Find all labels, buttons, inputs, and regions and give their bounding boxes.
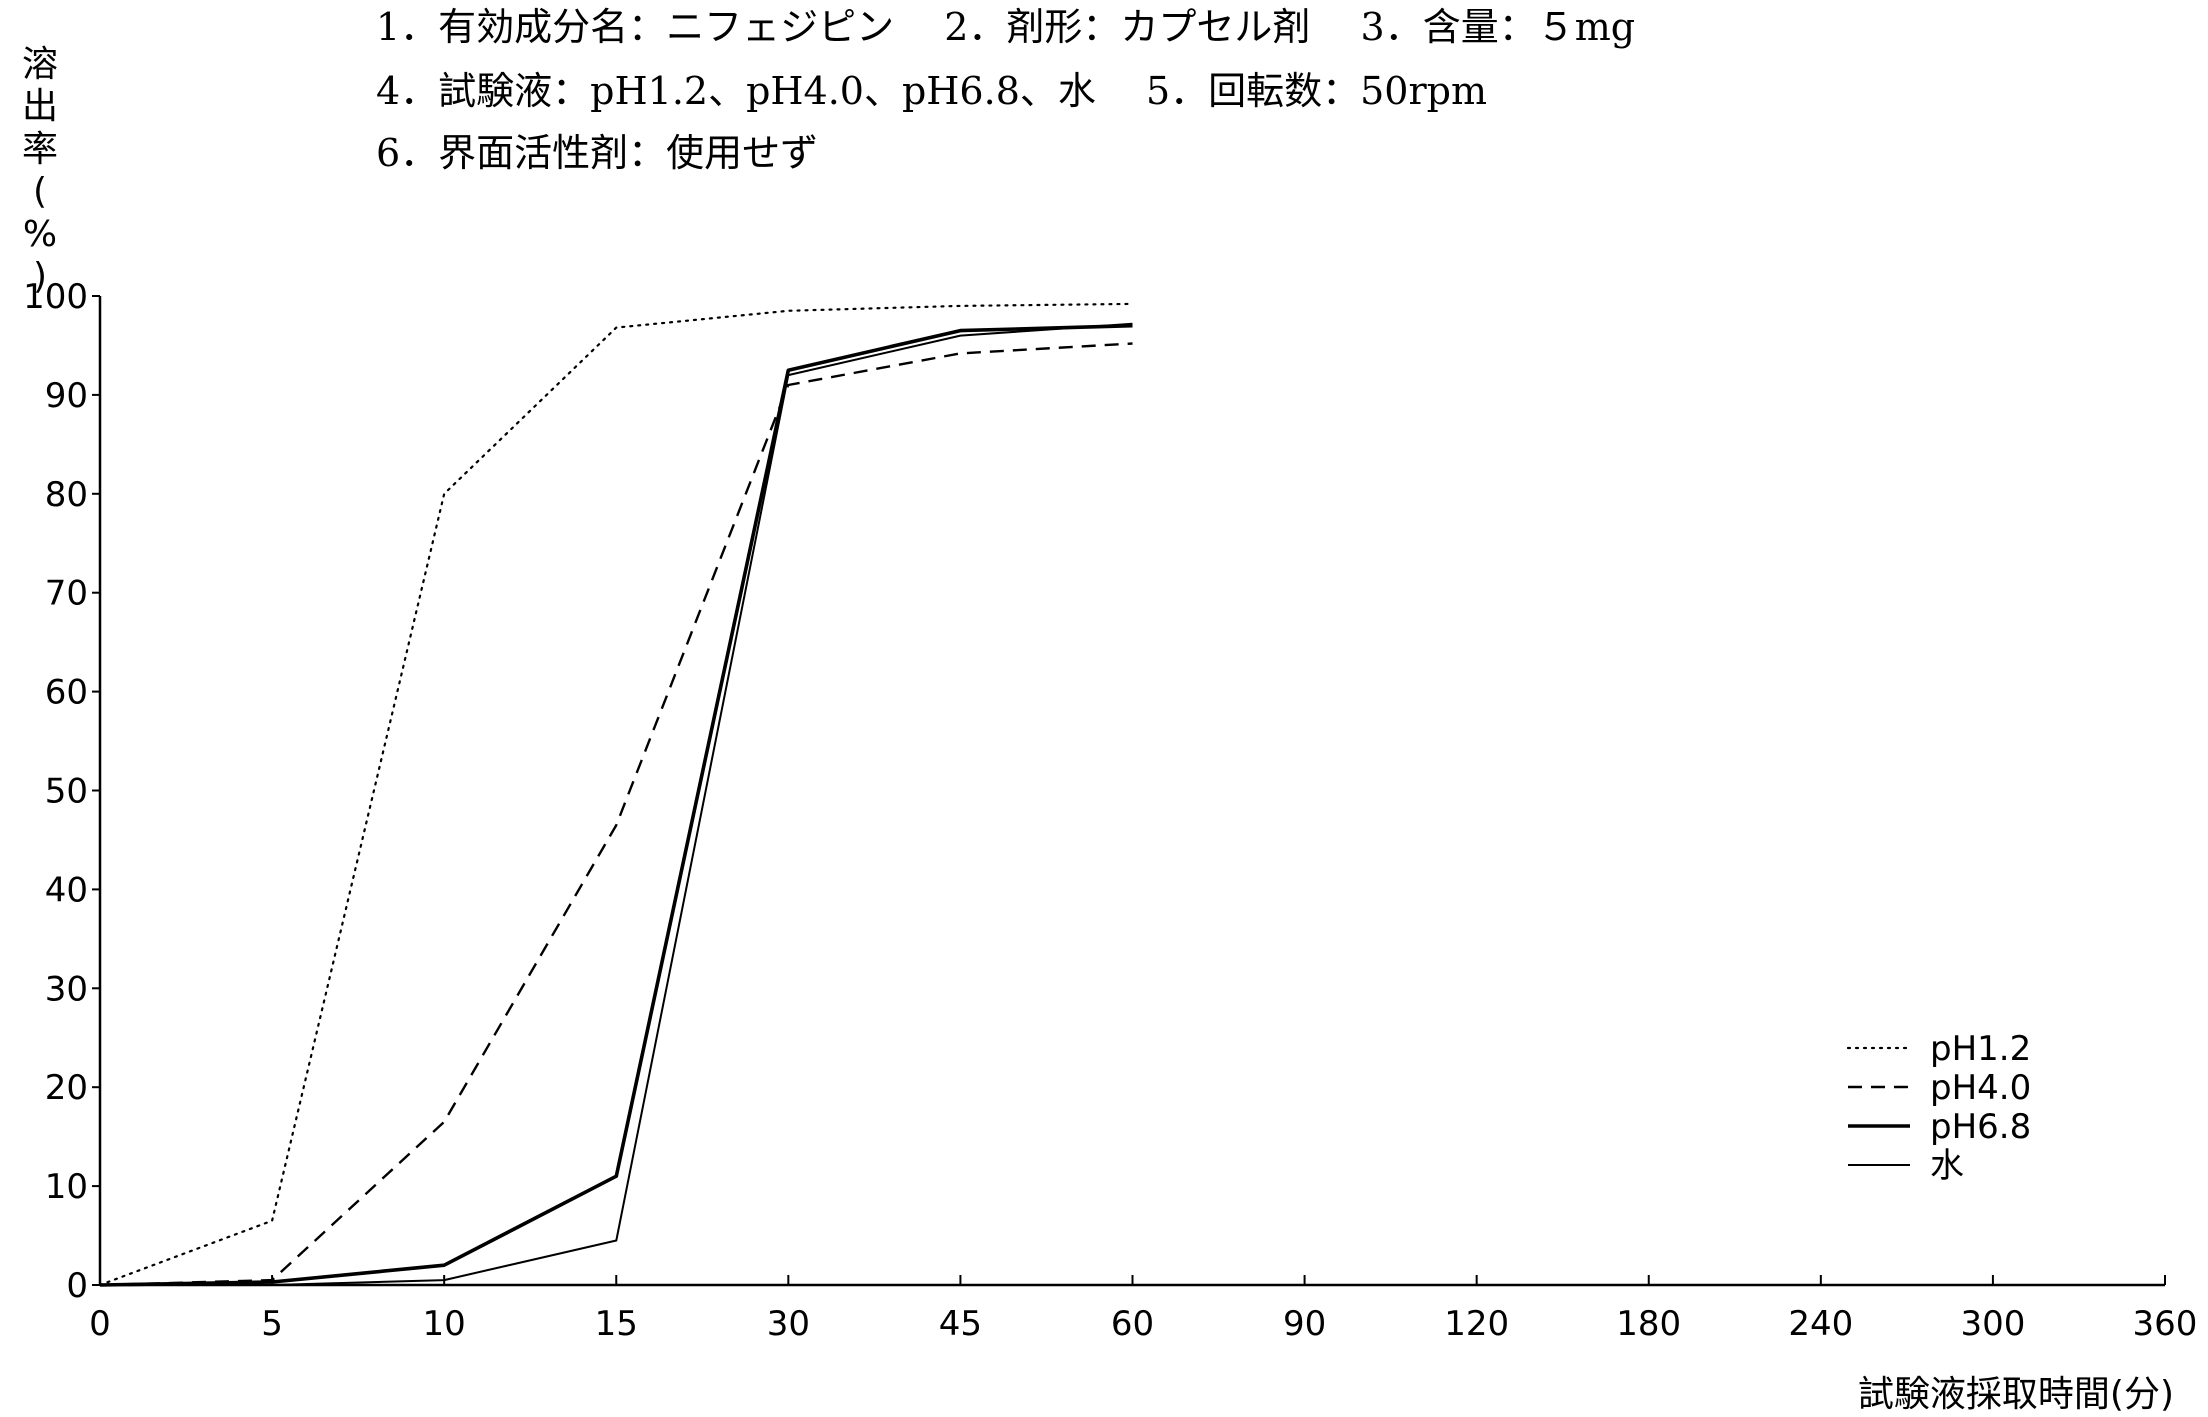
legend-label: pH6.8 — [1930, 1107, 2031, 1147]
x-tick-label: 15 — [595, 1304, 638, 1344]
x-tick-label: 180 — [1616, 1304, 1681, 1344]
x-tick-label: 240 — [1788, 1304, 1853, 1344]
y-axis-label-char: 出 — [21, 86, 58, 128]
y-tick-label: 50 — [45, 772, 88, 812]
series-line-1 — [98, 302, 1134, 1287]
legend-label: pH4.0 — [1930, 1068, 2031, 1108]
y-tick-label: 40 — [45, 870, 88, 910]
y-axis-label: 溶出率(%) — [16, 44, 64, 299]
y-tick-label: 20 — [45, 1068, 88, 1108]
header-line-1: 1．有効成分名：ニフェジピン 2．剤形：カプセル剤 3．含量：５mg — [376, 5, 1636, 49]
y-tick-label: 0 — [66, 1266, 88, 1306]
legend-label: 水 — [1930, 1146, 1964, 1186]
y-axis-label-char: % — [22, 213, 58, 255]
axes — [98, 296, 2165, 1287]
x-tick-label: 300 — [1960, 1304, 2025, 1344]
y-tick-label: 70 — [45, 574, 88, 614]
y-tick-label: 30 — [45, 969, 88, 1009]
y-tick-label: 100 — [23, 277, 88, 317]
x-axis-label: 試験液採取時間(分) — [1857, 1374, 2174, 1415]
x-tick-label: 90 — [1283, 1304, 1326, 1344]
y-tick-label: 90 — [45, 376, 88, 416]
x-tick-label: 60 — [1111, 1304, 1154, 1344]
x-tick-label: 0 — [89, 1304, 111, 1344]
y-tick-label: 60 — [45, 673, 88, 713]
y-tick-label: 80 — [45, 475, 88, 515]
y-tick-label: 10 — [45, 1167, 88, 1207]
x-tick-label: 360 — [2133, 1304, 2198, 1344]
x-tick-label: 10 — [423, 1304, 466, 1344]
y-axis-label-char: ( — [32, 171, 48, 213]
legend-label: pH1.2 — [1930, 1029, 2031, 1069]
header-line-2: 4．試験液：pH1.2、pH4.0、pH6.8、水 5．回転数：50rpm — [376, 69, 1488, 113]
y-axis-label-char: 溶 — [21, 44, 58, 85]
y-ticks: 0 10 20 30 40 50 60 70 80 90 100 — [23, 277, 100, 1306]
y-axis-label-char: 率 — [21, 128, 58, 170]
x-ticks: 0 5 10 15 30 45 60 90 120 180 240 300 360 — [89, 1275, 2197, 1344]
series-line-4 — [100, 322, 1133, 1286]
series-lines — [98, 302, 1134, 1287]
series-line-3 — [99, 323, 1133, 1287]
x-tick-label: 45 — [939, 1304, 982, 1344]
x-tick-label: 5 — [261, 1304, 283, 1344]
y-axis-label-char: ) — [32, 256, 48, 298]
x-tick-label: 30 — [767, 1304, 810, 1344]
header-line-3: 6．界面活性剤：使用せず — [376, 131, 819, 175]
series-line-2 — [99, 342, 1133, 1287]
x-tick-label: 120 — [1444, 1304, 1509, 1344]
